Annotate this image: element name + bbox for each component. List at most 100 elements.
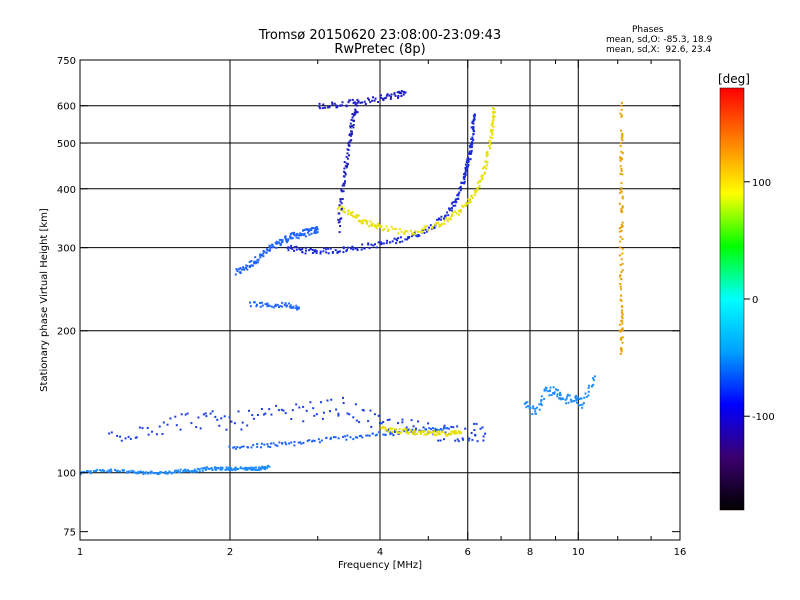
echo-point <box>309 401 312 404</box>
echo-point <box>246 468 249 471</box>
echo-point <box>618 227 621 230</box>
echo-point <box>550 394 553 397</box>
echo-point <box>618 323 621 326</box>
echo-point <box>575 394 578 397</box>
echo-point <box>287 246 290 249</box>
echo-point <box>307 231 309 234</box>
echo-point <box>356 436 359 439</box>
echo-point <box>621 173 624 176</box>
echo-point <box>322 103 325 106</box>
echo-point <box>467 161 470 164</box>
echo-point <box>251 264 254 267</box>
echo-point <box>270 442 272 445</box>
echo-point <box>398 428 401 430</box>
echo-point <box>346 248 348 251</box>
echo-point <box>452 204 455 207</box>
echo-point <box>403 427 406 430</box>
y-tick-label: 400 <box>57 185 76 196</box>
echo-point <box>313 439 316 442</box>
echo-point <box>443 222 446 225</box>
echo-point <box>274 444 277 447</box>
echo-point <box>368 98 370 101</box>
echo-point <box>267 304 270 307</box>
echo-point <box>355 216 358 219</box>
echo-point <box>388 94 391 97</box>
y-tick-label: 500 <box>57 139 76 150</box>
echo-point <box>491 120 494 123</box>
echo-point <box>585 395 588 398</box>
echo-point <box>364 220 367 222</box>
echo-point <box>302 405 305 408</box>
echo-point <box>423 231 426 234</box>
echo-point <box>340 205 343 208</box>
echo-point <box>149 472 152 475</box>
echo-point <box>271 243 274 246</box>
echo-point <box>300 234 303 237</box>
echo-point <box>137 471 140 474</box>
y-tick-label: 300 <box>57 244 76 255</box>
echo-point <box>483 165 486 168</box>
echo-point <box>289 306 292 309</box>
echo-point <box>405 431 408 434</box>
echo-point <box>154 472 157 474</box>
echo-point <box>116 434 119 437</box>
echo-point <box>464 172 467 175</box>
echo-point <box>450 425 453 428</box>
echo-point <box>263 250 266 253</box>
echo-point <box>133 471 136 474</box>
echo-point <box>389 97 392 100</box>
echo-point <box>466 165 469 168</box>
echo-point <box>89 472 92 475</box>
echo-point <box>618 254 621 257</box>
echo-point <box>263 413 265 416</box>
echo-point <box>174 471 176 474</box>
echo-point <box>620 115 623 118</box>
echo-point <box>427 422 430 425</box>
echo-point <box>379 241 382 244</box>
echo-point <box>378 225 381 228</box>
echo-point <box>461 181 464 184</box>
echo-point <box>193 471 196 474</box>
echo-point <box>473 422 476 425</box>
echo-point <box>121 469 124 472</box>
echo-point <box>341 206 344 209</box>
colorbar-tick-label: -100 <box>752 412 775 423</box>
echo-point <box>565 397 568 400</box>
echo-point <box>620 226 623 229</box>
echo-point <box>369 101 372 104</box>
echo-point <box>350 118 353 121</box>
echo-point <box>201 469 204 472</box>
echo-point <box>467 158 470 161</box>
echo-point <box>184 470 187 472</box>
echo-point <box>357 214 360 217</box>
echo-point <box>620 209 623 212</box>
echo-point <box>490 124 493 127</box>
echo-point <box>240 268 243 271</box>
echo-point <box>252 468 255 471</box>
echo-point <box>284 412 287 415</box>
echo-point <box>338 212 341 215</box>
echo-point <box>486 161 489 164</box>
echo-point <box>241 421 244 424</box>
echo-point <box>476 181 479 184</box>
echo-point <box>291 409 294 412</box>
echo-point <box>320 401 322 404</box>
echo-point <box>436 432 439 435</box>
echo-point <box>465 204 467 207</box>
echo-point <box>246 265 249 268</box>
echo-point <box>364 103 367 105</box>
echo-point <box>377 414 380 417</box>
echo-point <box>619 156 622 159</box>
echo-point <box>298 247 301 250</box>
echo-point <box>370 243 373 246</box>
echo-point <box>413 431 416 434</box>
echo-point <box>570 400 573 403</box>
echo-point <box>619 189 622 192</box>
echo-point <box>262 255 265 258</box>
echo-point <box>489 143 492 146</box>
echo-point <box>574 397 577 400</box>
echo-point <box>328 105 331 108</box>
echo-point <box>284 302 287 305</box>
echo-point <box>326 399 329 402</box>
echo-point <box>293 232 296 235</box>
